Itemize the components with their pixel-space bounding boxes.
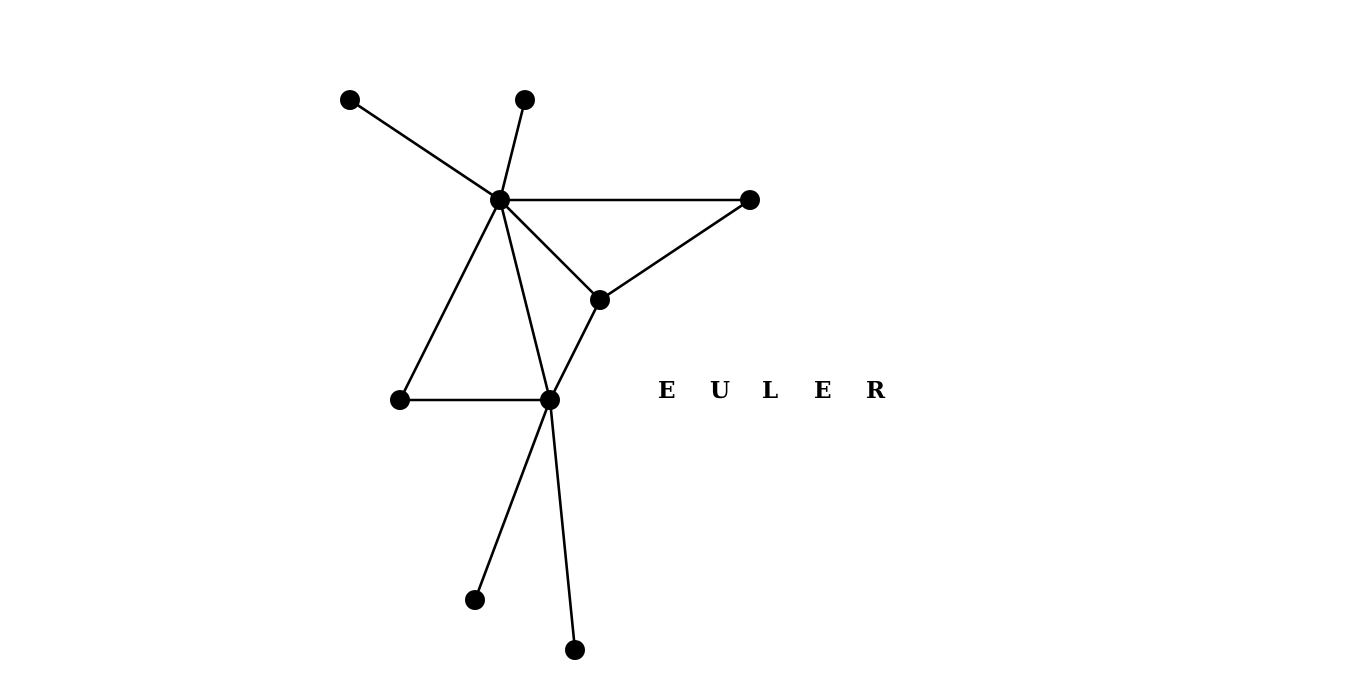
euler-label: E U L E R: [655, 373, 915, 407]
label-letter-5: R: [866, 376, 886, 404]
edge-n3-n6: [398, 198, 502, 402]
label-letter-3: L: [762, 376, 779, 404]
label-letter-1: E: [658, 376, 676, 404]
edge-n4-n5: [598, 198, 752, 302]
node-n6: [390, 390, 410, 410]
label-letter-4: E: [814, 376, 832, 404]
node-n3: [490, 190, 510, 210]
edge-n7-n8: [473, 398, 552, 602]
edge-n2-n3: [498, 98, 527, 202]
node-n7: [540, 390, 560, 410]
graph-nodes: [340, 90, 760, 660]
node-n2: [515, 90, 535, 110]
node-n1: [340, 90, 360, 110]
edge-n1-n3: [348, 98, 502, 202]
node-n4: [740, 190, 760, 210]
label-letter-2: U: [710, 376, 731, 404]
edge-n3-n5: [498, 198, 602, 302]
graph-edges: [348, 98, 752, 652]
node-n5: [590, 290, 610, 310]
edge-n5-n7: [548, 298, 602, 402]
edge-n7-n9: [548, 398, 577, 652]
node-n9: [565, 640, 585, 660]
node-n8: [465, 590, 485, 610]
edge-n3-n7: [498, 198, 552, 402]
